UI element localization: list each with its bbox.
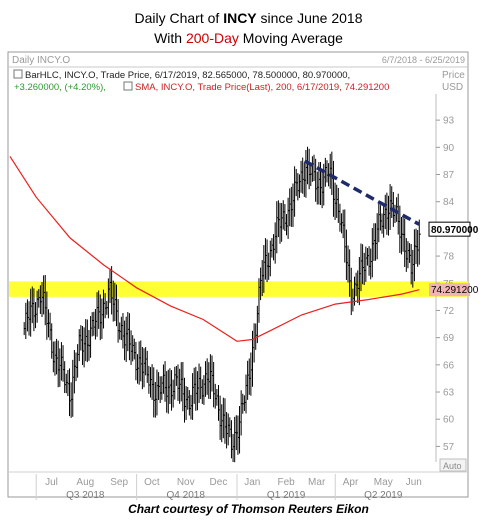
chart-title-line1: Daily Chart of INCY since June 2018 bbox=[0, 10, 497, 26]
x-month-label: Aug bbox=[76, 477, 94, 488]
x-month-label: May bbox=[374, 477, 393, 488]
x-month-label: Jul bbox=[45, 477, 58, 488]
y-tick-label: 66 bbox=[443, 360, 455, 371]
resistance-trendline bbox=[303, 159, 421, 226]
price-axis-label: Price bbox=[442, 70, 465, 81]
x-month-label: Apr bbox=[343, 477, 359, 488]
currency-label: USD bbox=[442, 82, 463, 93]
chart-caption: Chart courtesy of Thomson Reuters Eikon bbox=[128, 502, 369, 516]
x-month-label: Sep bbox=[110, 477, 128, 488]
legend-change: +3.260000, (+4.20%), bbox=[14, 82, 106, 93]
auto-scale-button[interactable] bbox=[439, 458, 467, 472]
sma-value-label-box bbox=[429, 283, 470, 297]
sma-line bbox=[9, 156, 420, 342]
title-ticker: INCY bbox=[223, 10, 257, 26]
subtitle-prefix: With bbox=[154, 30, 186, 46]
bar-series-swatch bbox=[13, 69, 23, 79]
y-tick-label: 78 bbox=[443, 252, 455, 263]
price-chart[interactable]: Daily INCY.O 6/7/2018 - 6/25/2019 Price … bbox=[0, 50, 497, 500]
x-month-label: Mar bbox=[308, 477, 326, 488]
date-range-label: 6/7/2018 - 6/25/2019 bbox=[382, 55, 465, 65]
y-tick-label: 87 bbox=[443, 170, 455, 181]
x-month-label: Feb bbox=[278, 477, 296, 488]
sma-value-label: 74.291200 bbox=[431, 285, 479, 296]
subtitle-highlight: 200-Day bbox=[185, 30, 239, 46]
x-quarter-label: Q4 2018 bbox=[167, 490, 206, 500]
subtitle-suffix: Moving Average bbox=[238, 30, 343, 46]
x-quarter-label: Q1 2019 bbox=[267, 490, 306, 500]
y-tick-label: 90 bbox=[443, 143, 455, 154]
y-tick-label: 84 bbox=[443, 197, 455, 208]
title-suffix: since June 2018 bbox=[256, 10, 363, 26]
x-month-label: Jan bbox=[244, 477, 260, 488]
x-quarter-label: Q3 2018 bbox=[66, 490, 105, 500]
y-tick-label: 60 bbox=[443, 415, 455, 426]
legend-sma: SMA, INCY.O, Trade Price(Last), 200, 6/1… bbox=[135, 82, 389, 93]
y-tick-label: 72 bbox=[443, 306, 455, 317]
x-month-label: Nov bbox=[177, 477, 195, 488]
last-price-label: 80.970000 bbox=[431, 225, 479, 236]
x-month-label: Oct bbox=[144, 477, 160, 488]
x-quarter-label: Q2 2019 bbox=[364, 490, 403, 500]
x-month-label: Dec bbox=[210, 477, 228, 488]
auto-scale-label: Auto bbox=[443, 461, 462, 471]
y-tick-label: 69 bbox=[443, 333, 455, 344]
y-tick-label: 57 bbox=[443, 442, 455, 453]
sma-series-swatch bbox=[123, 81, 133, 91]
x-month-label: Jun bbox=[406, 477, 422, 488]
title-prefix: Daily Chart of bbox=[134, 10, 224, 26]
chart-title-line2: With 200-Day Moving Average bbox=[0, 30, 497, 46]
legend-bar-series: BarHLC, INCY.O, Trade Price, 6/17/2019, … bbox=[25, 70, 350, 81]
last-price-label-box bbox=[428, 221, 471, 237]
panel-title: Daily INCY.O bbox=[12, 55, 70, 66]
y-tick-label: 93 bbox=[443, 116, 455, 127]
y-tick-label: 63 bbox=[443, 388, 455, 399]
